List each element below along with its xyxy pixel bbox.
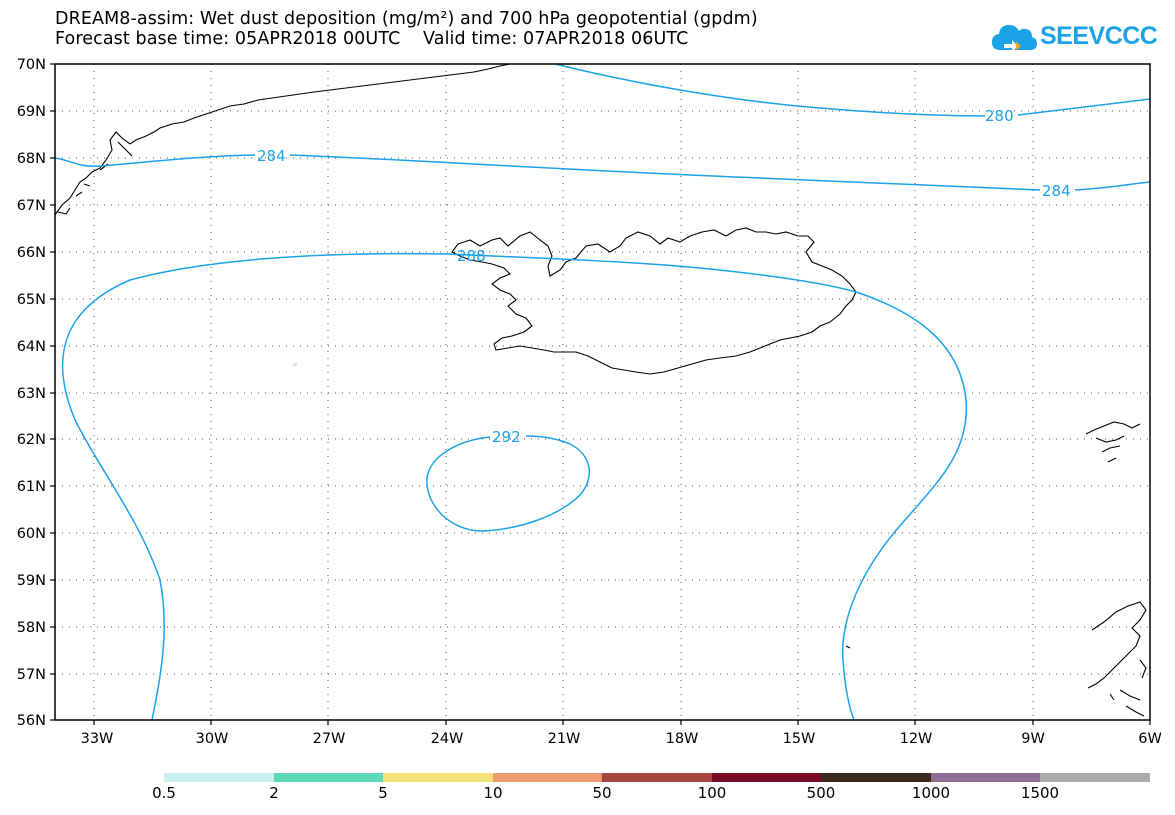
- graticule: [55, 64, 1150, 720]
- lon-label: 33W: [81, 731, 114, 747]
- legend-label: 0.5: [152, 784, 176, 802]
- lon-label: 21W: [548, 731, 581, 747]
- deposition-speck: [293, 363, 297, 366]
- contour-288: [61, 252, 968, 721]
- contour-292: [426, 435, 590, 532]
- lat-label: 58N: [17, 620, 46, 636]
- lat-label: 69N: [17, 104, 46, 120]
- lat-label: 56N: [17, 713, 46, 729]
- coastlines: [54, 63, 1147, 717]
- legend-swatch: [274, 773, 383, 782]
- legend-label: 500: [806, 784, 836, 802]
- lon-label: 27W: [313, 731, 346, 747]
- lat-label: 66N: [17, 245, 46, 261]
- legend-swatch: [931, 773, 1040, 782]
- lat-label: 61N: [17, 479, 46, 495]
- lat-label: 62N: [17, 432, 46, 448]
- faroe-coast: [1085, 421, 1141, 463]
- logo-text: SEEVCCC: [1040, 22, 1158, 50]
- legend-label: 2: [269, 784, 279, 802]
- lon-label: 18W: [666, 731, 699, 747]
- greenland-coast: [54, 63, 511, 216]
- cloud-icon: [992, 25, 1037, 52]
- legend-swatch: [712, 773, 821, 782]
- legend-swatch: [821, 773, 931, 782]
- legend-swatch: [602, 773, 712, 782]
- scotland-coast: [1087, 601, 1147, 717]
- map-subtitle: Forecast base time: 05APR2018 00UTC Vali…: [55, 29, 689, 49]
- lat-label: 60N: [17, 526, 46, 542]
- contour-label: 288: [457, 247, 486, 265]
- map-frame: [54, 63, 1151, 721]
- tick-marks: [50, 63, 1151, 725]
- contour-label: 292: [492, 428, 521, 446]
- legend-swatch: [1040, 773, 1150, 782]
- lat-label: 63N: [17, 386, 46, 402]
- legend-label: 1000: [911, 784, 951, 802]
- geopotential-contours: [54, 63, 1151, 721]
- legend-swatch: [164, 773, 274, 782]
- legend-swatch: [493, 773, 602, 782]
- legend-label: 1500: [1020, 784, 1060, 802]
- legend-swatch: [383, 773, 493, 782]
- lat-label: 68N: [17, 151, 46, 167]
- legend-label: 5: [378, 784, 388, 802]
- longitude-labels: 33W 30W 27W 24W 21W 18W 15W 12W 9W 6W: [81, 731, 1162, 747]
- legend-label: 10: [483, 784, 503, 802]
- contour-284: [54, 154, 1151, 191]
- lon-label: 6W: [1138, 731, 1162, 747]
- lat-label: 67N: [17, 198, 46, 214]
- lon-label: 30W: [196, 731, 229, 747]
- lon-label: 15W: [783, 731, 816, 747]
- lat-label: 57N: [17, 667, 46, 683]
- lat-label: 64N: [17, 339, 46, 355]
- latitude-labels: 70N 69N 68N 67N 66N 65N 64N 63N 62N 61N …: [17, 57, 46, 729]
- map-title: DREAM8-assim: Wet dust deposition (mg/m²…: [55, 9, 758, 29]
- deposition-speck: [771, 339, 775, 342]
- lon-label: 9W: [1021, 731, 1045, 747]
- iceland-coast: [451, 227, 857, 375]
- lat-label: 65N: [17, 292, 46, 308]
- contour-labels: 280 284 284 288 292: [257, 107, 1071, 446]
- contour-label: 284: [1042, 182, 1071, 200]
- lat-label: 70N: [17, 57, 46, 73]
- contour-280: [554, 63, 1151, 117]
- lon-label: 12W: [900, 731, 933, 747]
- legend-label: 50: [592, 784, 612, 802]
- seevccc-logo: SEEVCCC: [990, 18, 1158, 58]
- lat-label: 59N: [17, 573, 46, 589]
- contour-label: 284: [257, 147, 286, 165]
- legend-label: 100: [697, 784, 727, 802]
- contour-label: 280: [985, 107, 1014, 125]
- lon-label: 24W: [431, 731, 464, 747]
